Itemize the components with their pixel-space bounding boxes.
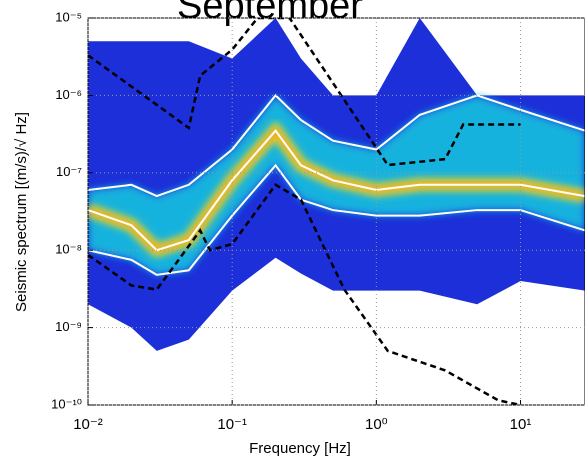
x-axis-label: Frequency [Hz] bbox=[249, 440, 351, 457]
chart-title: September bbox=[177, 0, 363, 27]
x-tick-label: 10¹ bbox=[510, 416, 532, 433]
y-tick-label: 10⁻⁷ bbox=[56, 164, 82, 179]
percentile-line bbox=[88, 93, 585, 198]
y-tick-label: 10⁻⁸ bbox=[55, 242, 82, 257]
x-tick-label: 10⁻¹ bbox=[217, 416, 247, 433]
y-tick-label: 10⁻⁹ bbox=[55, 319, 82, 334]
noise-model-line bbox=[88, 18, 521, 167]
noise-model-line bbox=[88, 183, 521, 405]
y-tick-label: 10⁻⁵ bbox=[55, 9, 82, 24]
y-axis-label: Seismic spectrum [(m/s)/√ Hz] bbox=[13, 112, 30, 312]
x-tick-label: 10⁰ bbox=[365, 416, 388, 433]
plot-layer bbox=[88, 18, 585, 405]
x-tick-label: 10⁻² bbox=[73, 416, 103, 433]
y-tick-label: 10⁻⁶ bbox=[55, 87, 82, 102]
y-tick-label: 10⁻¹⁰ bbox=[51, 396, 82, 411]
